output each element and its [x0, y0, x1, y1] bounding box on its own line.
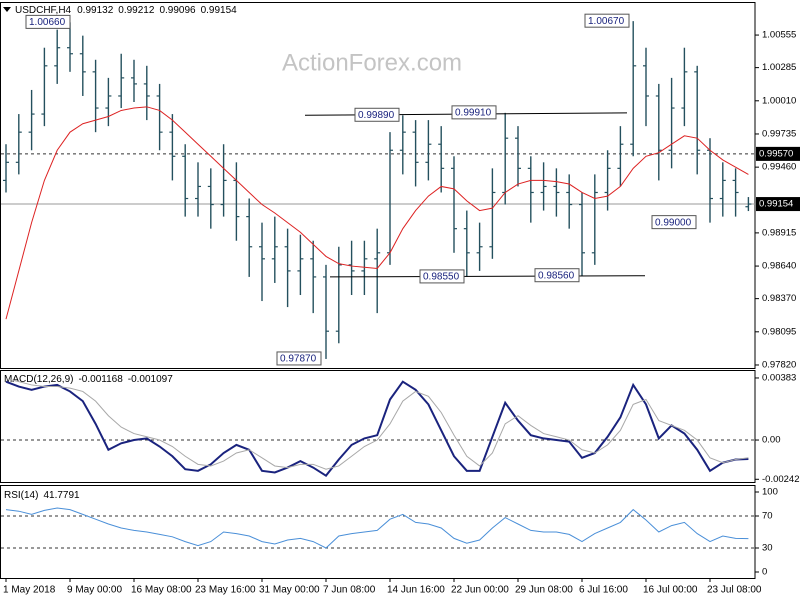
macd-last: -0.001168	[78, 374, 123, 385]
annotation-box	[651, 215, 697, 230]
y-tick-label: 0.00	[762, 435, 781, 446]
price-header: USDCHF,H4 0.99132 0.99212 0.99096 0.99154	[15, 5, 237, 16]
menu-icon	[3, 7, 11, 12]
price-label-box	[756, 197, 800, 212]
y-tick-label: 0.00383	[762, 372, 796, 383]
x-tick-label: 23 May 16:00	[195, 585, 256, 596]
y-tick-label: 0.98915	[762, 227, 796, 238]
annotation-label: 0.99910	[455, 108, 492, 119]
annotation-box	[419, 269, 465, 284]
x-tick-label: 22 Jun 00:00	[451, 585, 509, 596]
price-panel	[0, 2, 756, 369]
macd-title: MACD(12,26,9)	[4, 374, 73, 385]
moving-average	[5, 106, 749, 320]
x-tick-label: 16 May 08:00	[131, 585, 192, 596]
signal-last: -0.001097	[128, 374, 173, 385]
level-label-box	[756, 146, 800, 161]
y-tick-label: 0.98370	[762, 293, 796, 304]
x-tick-label: 14 Jun 16:00	[387, 585, 445, 596]
last-open: 0.99132	[77, 5, 114, 16]
annotation-label: 1.00670	[588, 16, 625, 27]
price-label: 0.99154	[759, 199, 793, 210]
y-tick-label: 0.98095	[762, 326, 796, 337]
x-tick-label: 31 May 00:00	[259, 585, 320, 596]
rsi-header: RSI(14) 41.7791	[4, 490, 80, 501]
y-tick-label: 70	[762, 511, 773, 522]
annotation-box	[354, 107, 400, 122]
annotation-label: 0.99890	[358, 110, 395, 121]
symbol: USDCHF,H4	[15, 5, 72, 16]
indicator-line	[5, 380, 749, 478]
annotation-label: 1.00660	[29, 17, 66, 28]
last-low: 0.99096	[159, 5, 196, 16]
annotation-box	[451, 105, 497, 120]
rsi-last: 41.7791	[43, 490, 80, 501]
macd-panel	[0, 370, 756, 483]
annotation-box	[584, 13, 630, 28]
indicator-line	[5, 507, 749, 549]
y-tick-label: 1.00555	[762, 30, 796, 41]
watermark: ActionForex.com	[282, 49, 462, 76]
annotation-label: 0.99000	[655, 217, 692, 228]
trend-line	[329, 275, 646, 278]
y-tick-label: 1.00010	[762, 95, 796, 106]
annotation-label: 0.97870	[280, 354, 317, 365]
last-high: 0.99212	[118, 5, 155, 16]
y-tick-label: -0.002423	[762, 474, 800, 485]
x-tick-label: 9 May 00:00	[67, 585, 122, 596]
y-tick-label: 0.99735	[762, 128, 796, 139]
y-tick-label: 1.00285	[762, 62, 796, 73]
rsi-title: RSI(14)	[4, 490, 38, 501]
x-tick-label: 29 Jun 08:00	[515, 585, 573, 596]
y-tick-label: 100	[762, 487, 778, 498]
x-tick-label: 7 Jun 08:00	[323, 585, 376, 596]
annotation-box	[25, 14, 71, 29]
annotation-box	[534, 268, 580, 283]
x-tick-label: 23 Jul 08:00	[707, 585, 762, 596]
rsi-panel	[0, 485, 756, 579]
annotation-label: 0.98560	[538, 270, 575, 281]
x-tick-label: 6 Jul 16:00	[579, 585, 628, 596]
level-label: 0.99570	[759, 148, 793, 159]
y-tick-label: 0	[762, 567, 767, 578]
x-tick-label: 16 Jul 00:00	[643, 585, 698, 596]
y-tick-label: 0.98640	[762, 261, 796, 272]
x-tick-label: 1 May 2018	[3, 585, 56, 596]
annotation-label: 0.98550	[423, 272, 460, 283]
annotation-box	[276, 351, 322, 366]
y-tick-label: 30	[762, 543, 773, 554]
macd-header: MACD(12,26,9) -0.001168 -0.001097	[4, 374, 173, 385]
y-tick-label: 0.99460	[762, 162, 796, 173]
y-tick-label: 0.97820	[762, 359, 796, 370]
last-close: 0.99154	[201, 5, 238, 16]
indicator-line	[5, 377, 749, 470]
